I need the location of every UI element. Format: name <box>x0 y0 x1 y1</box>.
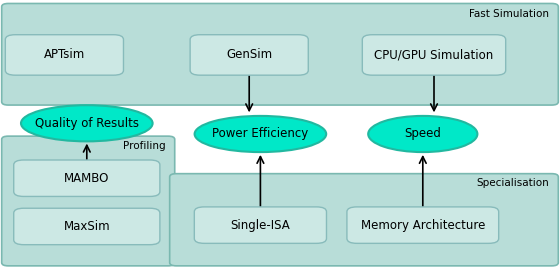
Text: Specialisation: Specialisation <box>476 178 549 188</box>
FancyBboxPatch shape <box>362 35 506 75</box>
Ellipse shape <box>21 105 152 142</box>
Ellipse shape <box>368 116 477 152</box>
FancyBboxPatch shape <box>190 35 308 75</box>
Text: CPU/GPU Simulation: CPU/GPU Simulation <box>375 49 493 61</box>
Text: MAMBO: MAMBO <box>64 172 110 185</box>
FancyBboxPatch shape <box>170 174 558 266</box>
FancyBboxPatch shape <box>13 208 160 245</box>
Text: Quality of Results: Quality of Results <box>35 117 139 130</box>
Ellipse shape <box>195 116 326 152</box>
Text: Single-ISA: Single-ISA <box>231 219 290 232</box>
Text: Profiling: Profiling <box>123 141 165 151</box>
FancyBboxPatch shape <box>347 207 498 243</box>
Text: Speed: Speed <box>404 128 441 140</box>
Text: Fast Simulation: Fast Simulation <box>469 9 549 19</box>
FancyBboxPatch shape <box>2 136 175 266</box>
Text: Memory Architecture: Memory Architecture <box>361 219 485 232</box>
Text: MaxSim: MaxSim <box>63 220 110 233</box>
FancyBboxPatch shape <box>194 207 326 243</box>
FancyBboxPatch shape <box>6 35 123 75</box>
Text: GenSim: GenSim <box>226 49 272 61</box>
Text: APTsim: APTsim <box>44 49 85 61</box>
FancyBboxPatch shape <box>2 3 558 105</box>
Text: Power Efficiency: Power Efficiency <box>212 128 309 140</box>
FancyBboxPatch shape <box>13 160 160 196</box>
